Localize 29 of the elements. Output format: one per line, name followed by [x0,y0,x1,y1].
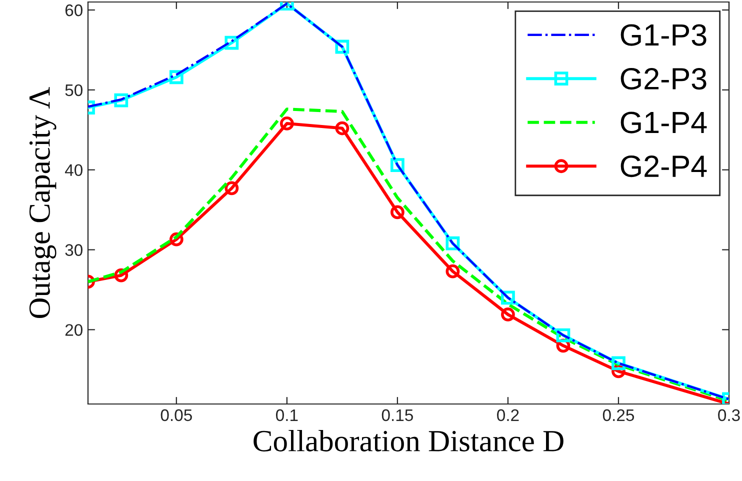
point [169,232,184,246]
y-tick-label: 40 [64,164,82,176]
point [390,205,404,220]
y-tick-label: 50 [65,84,82,96]
y-axis-title: Outage Capacity Λ [29,87,56,318]
point [114,268,128,282]
point [446,264,460,278]
point [280,116,294,130]
x-tick-label: 0.2 [497,409,519,422]
point [556,328,570,342]
point [612,356,626,370]
x-tick-label: 0.25 [602,409,634,422]
point [224,181,239,196]
y-tick-label: 20 [65,324,82,336]
x-tick-label: 0.1 [276,409,298,422]
legend-label: G2-P4 [620,155,707,178]
point [114,93,128,108]
legend-label: G2-P3 [620,68,706,90]
legend-label: G1-P4 [620,112,707,134]
x-axis-title: Collaboration Distance D [254,430,564,452]
point [335,121,350,136]
y-tick-label: 60 [65,4,82,16]
y-tick-label: 30 [65,244,82,256]
x-tick-label: 0.05 [160,409,192,422]
x-tick-label: 0.3 [718,409,740,422]
point [501,308,515,322]
x-tick-label: 0.15 [382,409,413,422]
legend-label: G1-P3 [620,24,706,46]
point [446,236,460,250]
